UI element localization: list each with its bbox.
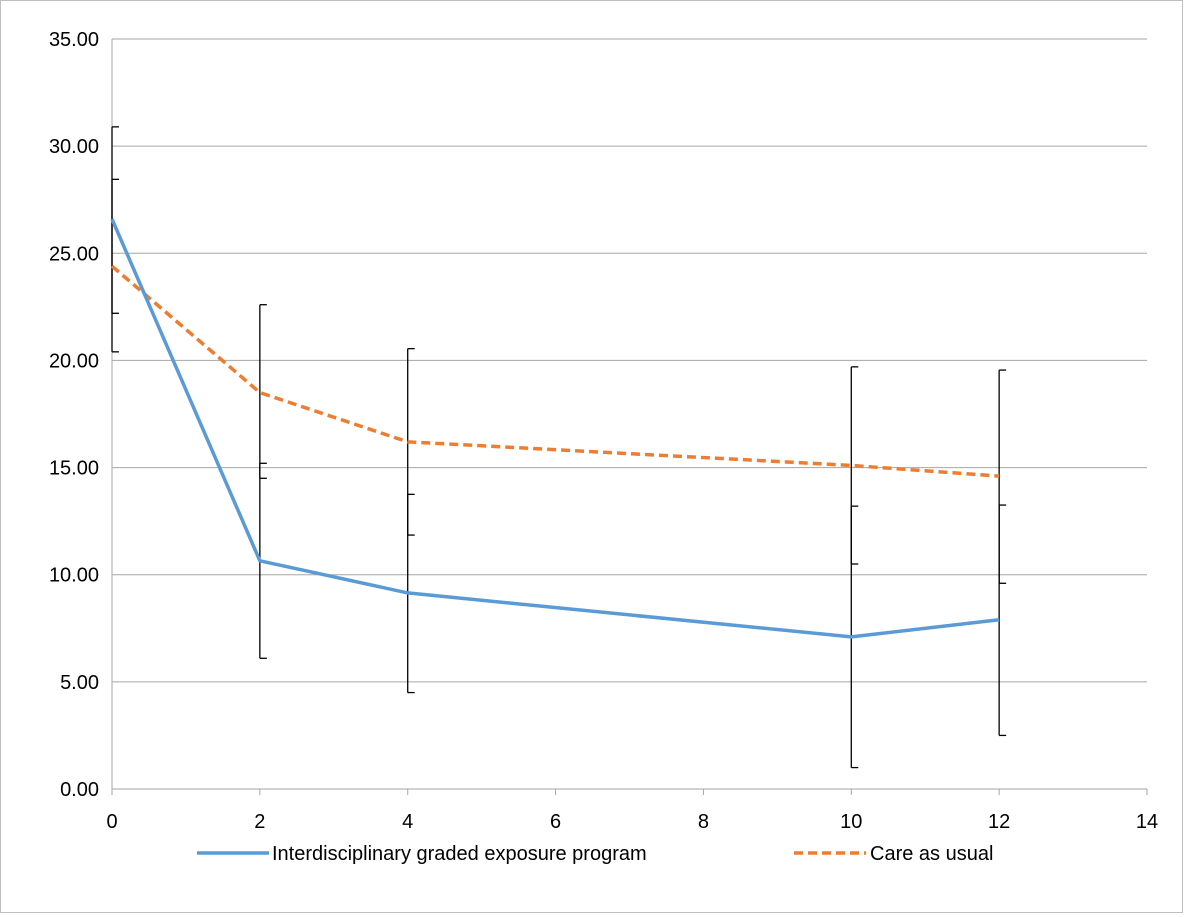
- y-tick-labels: 0.00 5.00 10.00 15.00 20.00 25.00 30.00 35.00: [49, 29, 99, 801]
- y-tick-label: 0.00: [60, 779, 99, 801]
- legend: Interdisciplinary graded exposure progra…: [197, 843, 993, 865]
- legend-label: Care as usual: [870, 843, 993, 865]
- error-bars: [111, 126, 1007, 769]
- y-tick-label: 30.00: [49, 136, 99, 158]
- series-line: [110, 218, 1000, 639]
- x-tick-label: 12: [988, 811, 1010, 833]
- x-tick-label: 10: [840, 811, 862, 833]
- legend-label: Interdisciplinary graded exposure progra…: [272, 843, 647, 865]
- x-tick-label: 0: [106, 811, 117, 833]
- x-tick-label: 14: [1136, 811, 1158, 833]
- series-line: [110, 264, 1000, 478]
- y-tick-label: 10.00: [49, 565, 99, 587]
- y-tick-label: 20.00: [49, 350, 99, 372]
- y-tick-label: 35.00: [49, 29, 99, 51]
- x-tick-label: 4: [402, 811, 413, 833]
- x-tick-label: 2: [254, 811, 265, 833]
- x-tick-labels: 0 2 4 6 8 10 12 14: [106, 811, 1158, 833]
- gridlines: [112, 38, 1147, 683]
- x-tick-label: 8: [698, 811, 709, 833]
- y-tick-label: 15.00: [49, 458, 99, 480]
- x-tick-label: 6: [550, 811, 561, 833]
- y-tick-label: 25.00: [49, 243, 99, 265]
- y-tick-label: 5.00: [60, 672, 99, 694]
- series-lines: [110, 218, 1000, 639]
